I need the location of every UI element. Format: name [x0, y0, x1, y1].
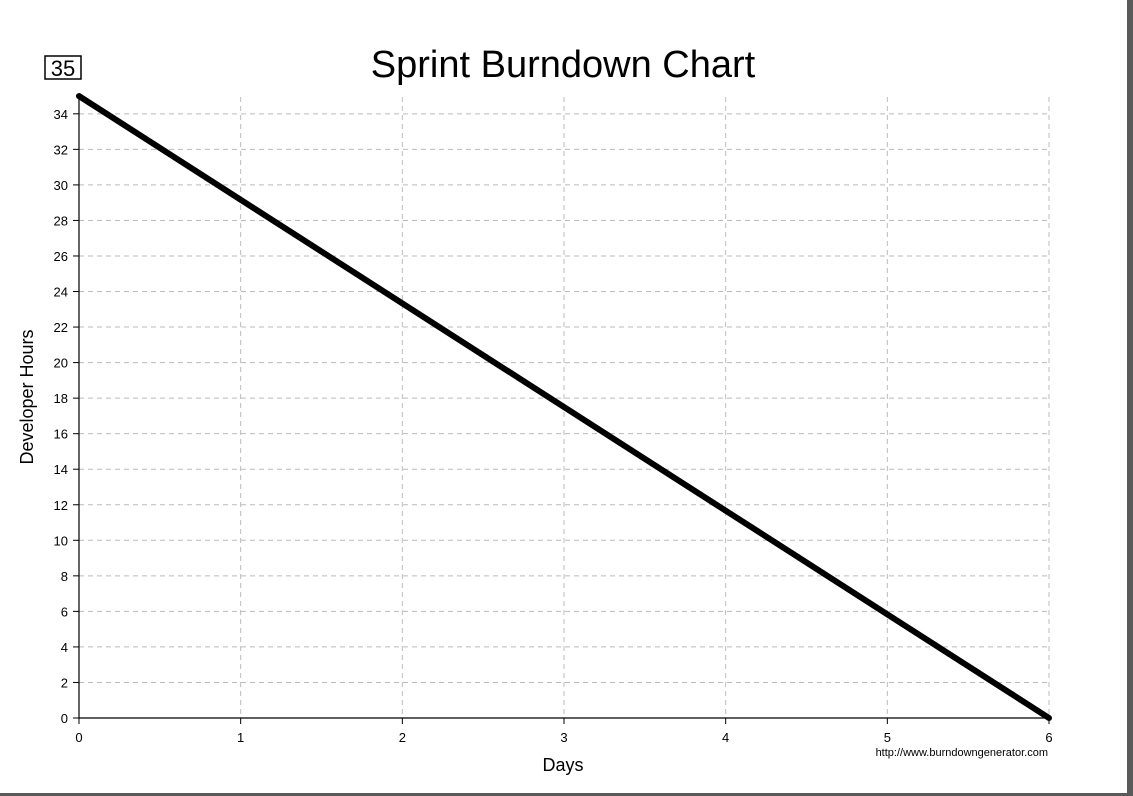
- y-tick-label: 4: [61, 640, 68, 655]
- x-tick-label: 1: [237, 730, 244, 745]
- footer-url: http://www.burndowngenerator.com: [876, 747, 1048, 759]
- y-tick-label: 22: [54, 320, 68, 335]
- burndown-line: [76, 93, 1052, 721]
- y-tick-label: 0: [61, 711, 68, 726]
- x-axis-label: Days: [542, 755, 583, 775]
- x-tick-label: 2: [399, 730, 406, 745]
- y-tick-label: 2: [61, 675, 68, 690]
- hours-badge-box: [44, 55, 82, 80]
- series-layer: [76, 93, 1052, 721]
- y-tick-label: 32: [54, 142, 68, 157]
- axes: [73, 97, 1050, 724]
- y-tick-label: 20: [54, 356, 68, 371]
- x-tick-label: 4: [722, 730, 729, 745]
- y-tick-label: 24: [54, 285, 68, 300]
- chart-title: Sprint Burndown Chart: [371, 44, 756, 86]
- x-tick-label: 5: [884, 730, 891, 745]
- y-tick-label: 18: [54, 391, 68, 406]
- y-tick-label: 12: [54, 498, 68, 513]
- viewer-edge-right: [1127, 0, 1133, 796]
- y-tick-label: 16: [54, 427, 68, 442]
- x-tick-label: 6: [1045, 730, 1052, 745]
- x-tick-labels: 0 1 2 3 4 5 6: [75, 730, 1052, 745]
- y-tick-label: 8: [61, 569, 68, 584]
- y-tick-label: 26: [54, 249, 68, 264]
- x-tick-label: 0: [75, 730, 82, 745]
- y-tick-label: 30: [54, 178, 68, 193]
- y-tick-label: 34: [54, 107, 68, 122]
- y-tick-label: 10: [54, 533, 68, 548]
- x-tick-label: 3: [560, 730, 567, 745]
- viewer-edge-bottom: [0, 793, 1133, 796]
- y-tick-label: 28: [54, 213, 68, 228]
- hours-badge: 35: [51, 56, 75, 81]
- y-tick-label: 14: [54, 462, 68, 477]
- y-tick-label: 6: [61, 604, 68, 619]
- y-axis-label: Developer Hours: [17, 329, 37, 464]
